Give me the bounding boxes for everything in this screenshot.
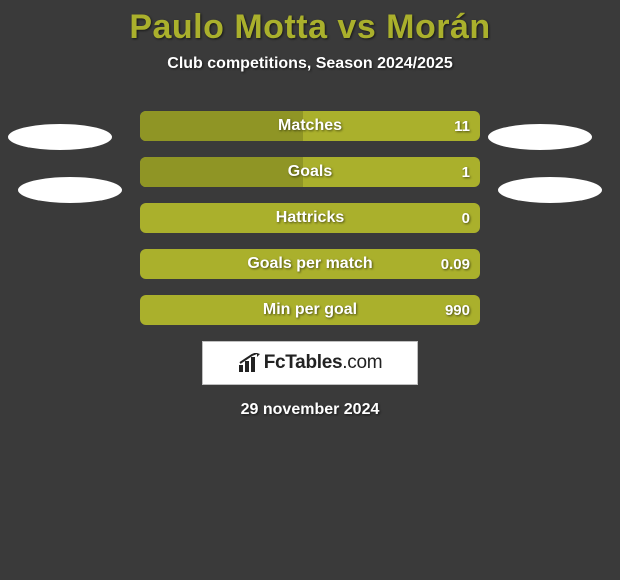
stat-bar-value: 1 bbox=[462, 164, 470, 181]
stat-bar: Hattricks 0 bbox=[140, 203, 480, 233]
subtitle: Club competitions, Season 2024/2025 bbox=[0, 55, 620, 73]
stat-bar-label: Goals per match bbox=[247, 255, 372, 273]
right-placeholder-ellipse bbox=[488, 124, 592, 150]
stat-bar-value: 990 bbox=[445, 302, 470, 319]
stat-bar: Matches 11 bbox=[140, 111, 480, 141]
logo-text-light: .com bbox=[342, 352, 382, 373]
left-placeholder-ellipse bbox=[18, 177, 122, 203]
page-title: Paulo Motta vs Morán bbox=[0, 0, 620, 47]
stat-bar-value: 0.09 bbox=[441, 256, 470, 273]
stat-bar: Goals 1 bbox=[140, 157, 480, 187]
chart-icon bbox=[238, 353, 260, 373]
logo-text: FcTables.com bbox=[264, 352, 383, 374]
stat-bar-label: Matches bbox=[278, 117, 342, 135]
stat-bar-label: Min per goal bbox=[263, 301, 357, 319]
stat-bar-label: Hattricks bbox=[276, 209, 344, 227]
stat-bar-value: 11 bbox=[454, 118, 470, 135]
stat-bar-fill bbox=[140, 157, 303, 187]
right-placeholder-ellipse bbox=[498, 177, 602, 203]
logo-text-bold: FcTables bbox=[264, 352, 343, 373]
bars-container: Matches 11 Goals 1 Hattricks 0 Goals per match… bbox=[140, 111, 480, 325]
date-text: 29 november 2024 bbox=[0, 401, 620, 419]
stat-bar: Goals per match 0.09 bbox=[140, 249, 480, 279]
stat-bar-label: Goals bbox=[288, 163, 332, 181]
left-placeholder-ellipse bbox=[8, 124, 112, 150]
stat-bar-value: 0 bbox=[462, 210, 470, 227]
stat-bar: Min per goal 990 bbox=[140, 295, 480, 325]
logo-box: FcTables.com bbox=[202, 341, 418, 385]
